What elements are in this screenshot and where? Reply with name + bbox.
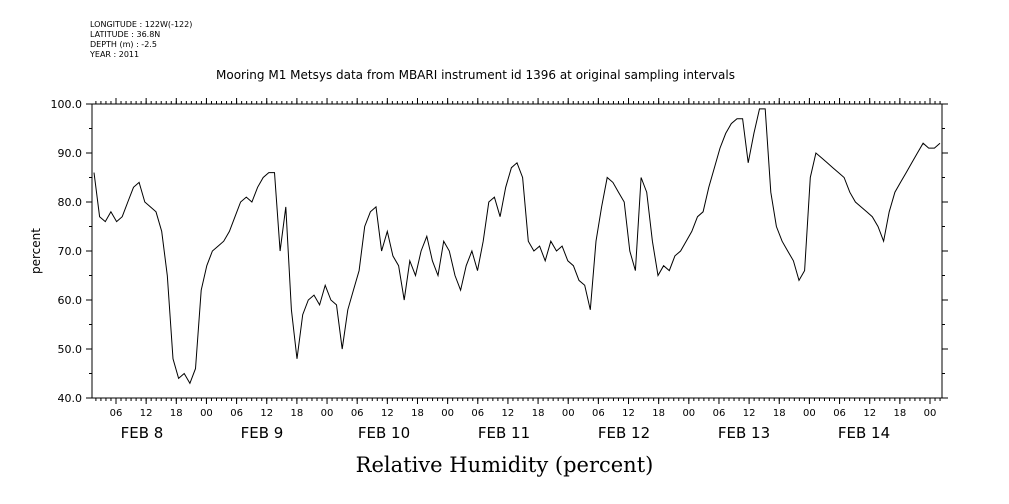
series-line — [93, 108, 941, 385]
y-tick-label: 90.0 — [58, 147, 83, 160]
chart-title: Mooring M1 Metsys data from MBARI instru… — [216, 68, 735, 82]
x-tick-label: 00 — [924, 408, 937, 419]
x-tick-label: 00 — [682, 408, 695, 419]
x-day-label: FEB 11 — [478, 424, 530, 442]
x-axis-label: Relative Humidity (percent) — [355, 453, 654, 477]
meta-year: YEAR : 2011 — [90, 50, 140, 59]
y-tick-label: 100.0 — [51, 98, 83, 111]
x-tick-label: 00 — [803, 408, 816, 419]
x-tick-label: 06 — [833, 408, 846, 419]
x-tick-label: 18 — [532, 408, 545, 419]
x-tick-label: 12 — [140, 408, 153, 419]
meta-depth: DEPTH (m) : -2.5 — [90, 40, 157, 49]
x-tick-label: 18 — [411, 408, 424, 419]
x-tick-label: 00 — [562, 408, 575, 419]
x-tick-label: 12 — [863, 408, 876, 419]
x-tick-label: 06 — [110, 408, 123, 419]
x-tick-label: 18 — [893, 408, 906, 419]
x-tick-label: 12 — [743, 408, 756, 419]
x-tick-label: 12 — [260, 408, 273, 419]
x-tick-label: 12 — [622, 408, 635, 419]
x-day-label: FEB 9 — [241, 424, 284, 442]
x-day-label: FEB 12 — [598, 424, 650, 442]
y-axis-label: percent — [29, 228, 43, 274]
x-tick-label: 06 — [713, 408, 726, 419]
meta-longitude: LONGITUDE : 122W(-122) — [90, 20, 193, 29]
x-tick-label: 18 — [291, 408, 304, 419]
x-tick-label: 12 — [381, 408, 394, 419]
x-tick-label: 00 — [321, 408, 334, 419]
y-tick-label: 50.0 — [58, 343, 83, 356]
x-tick-label: 06 — [471, 408, 484, 419]
y-tick-label: 40.0 — [58, 392, 83, 405]
x-tick-label: 18 — [773, 408, 786, 419]
y-tick-label: 70.0 — [58, 245, 83, 258]
meta-latitude: LATITUDE : 36.8N — [90, 30, 161, 39]
x-day-label: FEB 14 — [838, 424, 890, 442]
x-tick-label: 00 — [200, 408, 213, 419]
x-tick-label: 06 — [592, 408, 605, 419]
x-day-label: FEB 13 — [718, 424, 770, 442]
y-tick-label: 60.0 — [58, 294, 83, 307]
x-day-label: FEB 8 — [121, 424, 164, 442]
y-tick-label: 80.0 — [58, 196, 83, 209]
x-tick-label: 06 — [230, 408, 243, 419]
x-tick-label: 00 — [441, 408, 454, 419]
plot-frame — [91, 103, 943, 399]
x-tick-label: 06 — [351, 408, 364, 419]
x-tick-label: 18 — [652, 408, 665, 419]
x-tick-label: 18 — [170, 408, 183, 419]
x-tick-label: 12 — [502, 408, 515, 419]
x-day-label: FEB 10 — [358, 424, 410, 442]
